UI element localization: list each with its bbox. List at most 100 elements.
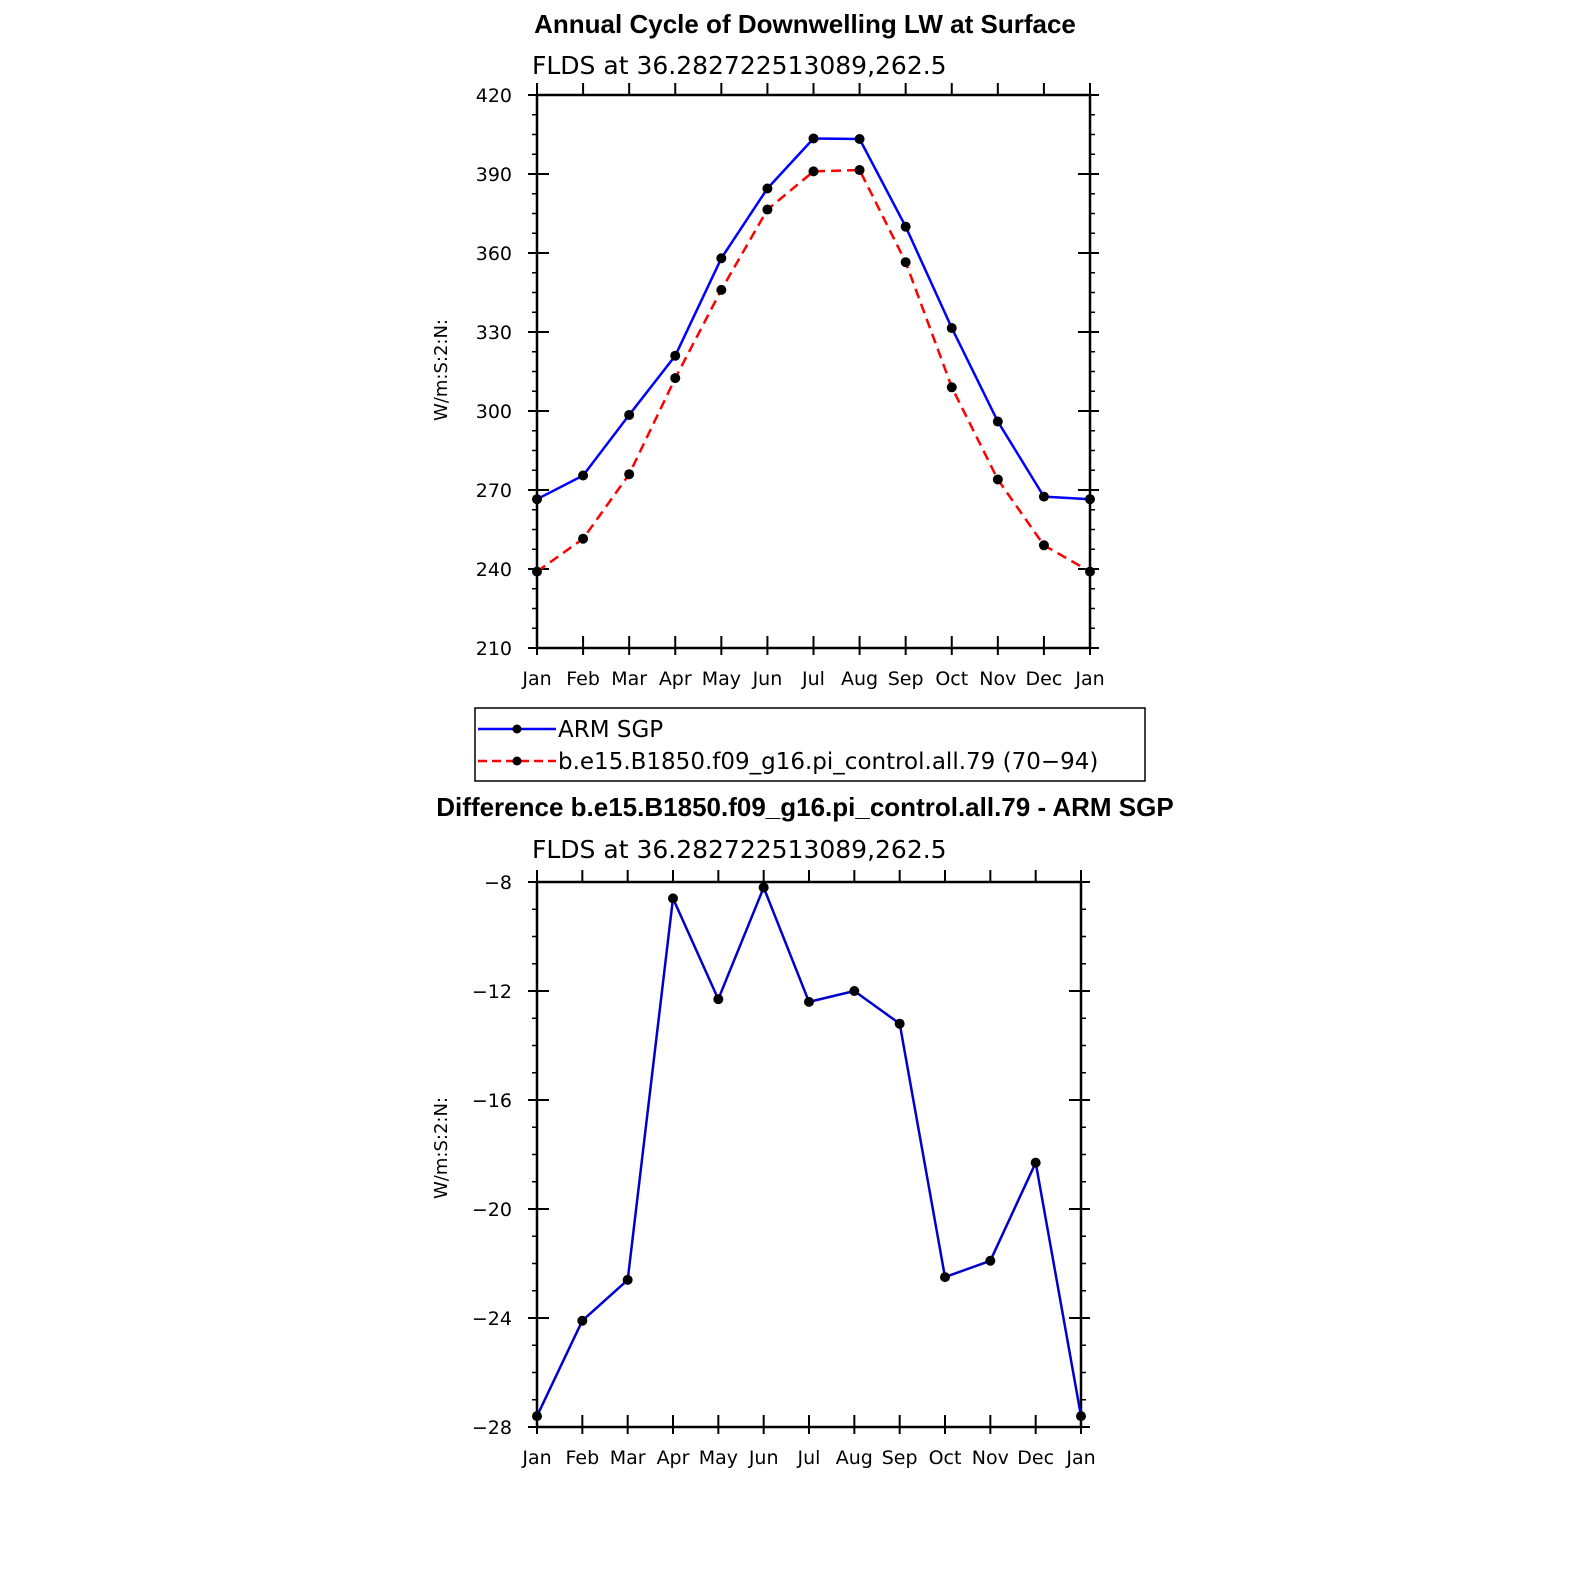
x-tick-label: Dec [1017, 1447, 1054, 1469]
y-tick-label: 420 [476, 85, 512, 107]
x-tick-label: Jan [521, 1447, 551, 1469]
data-point-series-0 [758, 882, 769, 893]
series-line-0 [536, 137, 1091, 501]
y-tick-label: −12 [472, 981, 512, 1003]
data-point-series-1 [1038, 540, 1049, 551]
data-point-series-1 [762, 204, 773, 215]
y-tick-label: 360 [476, 243, 512, 265]
x-tick-label: Nov [972, 1447, 1009, 1469]
data-point-series-1 [900, 257, 911, 268]
y-tick-label: 240 [476, 559, 512, 581]
panel1-series [532, 133, 1095, 577]
data-point-series-1 [624, 469, 635, 480]
x-tick-label: Jul [801, 668, 825, 690]
data-point-series-0 [985, 1255, 996, 1266]
data-point-series-0 [624, 409, 635, 420]
y-tick-label: −16 [472, 1090, 512, 1112]
data-point-series-0 [713, 994, 724, 1005]
x-tick-label: Sep [882, 1447, 918, 1469]
data-point-series-0 [532, 494, 542, 505]
x-tick-label: Jan [521, 668, 551, 690]
annual-cycle-panel: Annual Cycle of Downwelling LW at Surfac… [431, 9, 1105, 690]
data-point-series-0 [1038, 491, 1049, 502]
x-tick-label: Jun [748, 1447, 779, 1469]
x-tick-label: Oct [929, 1447, 962, 1469]
data-point-series-0 [716, 253, 727, 264]
data-point-series-1 [854, 165, 865, 176]
data-point-series-0 [1085, 494, 1095, 505]
data-point-series-0 [670, 350, 681, 361]
data-point-series-0 [532, 1411, 542, 1422]
data-point-series-0 [992, 416, 1003, 427]
data-point-series-0 [1030, 1157, 1041, 1168]
data-point-series-1 [578, 533, 589, 544]
legend-box [474, 707, 1146, 782]
data-point-series-0 [900, 221, 911, 232]
x-tick-label: Nov [979, 668, 1016, 690]
x-tick-label: Dec [1026, 668, 1063, 690]
x-tick-label: Apr [659, 668, 692, 690]
panel1-tick-labels: Jan Feb Mar Apr May Jun Jul Aug Sep Oct Nov Dec Jan 2… [476, 85, 1105, 690]
data-point-series-1 [670, 373, 681, 384]
y-tick-label: −24 [472, 1308, 512, 1330]
series-line-1 [536, 168, 1091, 573]
x-tick-label: Aug [836, 1447, 873, 1469]
series-line-0 [535, 886, 1083, 1417]
x-tick-label: Jan [1065, 1447, 1095, 1469]
panel2-ylabel: W/m:S:2:N: [431, 1097, 452, 1199]
x-tick-label: Jan [1074, 668, 1104, 690]
y-tick-label: −8 [484, 872, 512, 894]
y-tick-label: 210 [476, 638, 512, 660]
data-point-series-0 [762, 183, 773, 194]
panel1-subtitle: FLDS at 36.282722513089,262.5 [532, 51, 947, 80]
legend-marker-arm-sgp [512, 724, 522, 734]
x-tick-label: May [699, 1447, 738, 1469]
x-tick-label: May [702, 668, 741, 690]
y-tick-label: 330 [476, 322, 512, 344]
data-point-series-0 [854, 133, 865, 144]
panel2-series [532, 882, 1086, 1422]
x-tick-label: Oct [935, 668, 968, 690]
legend-label-model: b.e15.B1850.f09_g16.pi_control.all.79 (7… [558, 749, 1098, 775]
data-point-series-0 [578, 470, 589, 481]
data-point-series-0 [849, 986, 860, 996]
data-point-series-0 [940, 1272, 950, 1283]
plot-frame [535, 93, 1092, 650]
y-tick-label: 300 [476, 401, 512, 423]
x-tick-label: Mar [611, 668, 647, 690]
x-tick-label: Apr [657, 1447, 690, 1469]
panel2-title: Difference b.e15.B1850.f09_g16.pi_contro… [436, 792, 1173, 822]
x-tick-label: Feb [566, 1447, 600, 1469]
panel1-ylabel: W/m:S:2:N: [431, 319, 452, 421]
x-tick-label: Aug [841, 668, 878, 690]
panel1-title: Annual Cycle of Downwelling LW at Surfac… [534, 9, 1076, 39]
data-point-series-0 [577, 1315, 588, 1326]
data-point-series-1 [532, 566, 542, 577]
panel2-tick-labels: Jan Feb Mar Apr May Jun Jul Aug Sep Oct Nov Dec Jan−… [472, 872, 1096, 1469]
data-point-series-0 [894, 1018, 905, 1029]
difference-panel: Difference b.e15.B1850.f09_g16.pi_contro… [431, 792, 1174, 1469]
y-tick-label: 270 [476, 480, 512, 502]
panel2-subtitle: FLDS at 36.282722513089,262.5 [532, 835, 947, 864]
data-point-series-1 [946, 382, 957, 393]
panel2-axes [528, 870, 1090, 1434]
y-tick-label: −28 [472, 1417, 512, 1439]
data-point-series-0 [946, 323, 957, 334]
data-point-series-1 [808, 166, 819, 177]
panel1-axes [528, 83, 1099, 655]
data-point-series-1 [716, 284, 727, 295]
x-tick-label: Feb [566, 668, 600, 690]
data-point-series-1 [1085, 566, 1095, 577]
plot-frame [535, 880, 1083, 1429]
y-tick-label: −20 [472, 1199, 512, 1221]
x-tick-label: Jun [752, 668, 783, 690]
data-point-series-0 [1076, 1411, 1086, 1422]
data-point-series-0 [668, 893, 678, 904]
y-tick-label: 390 [476, 164, 512, 186]
legend-marker-model [512, 756, 522, 766]
legend: ARM SGP b.e15.B1850.f09_g16.pi_control.a… [474, 707, 1146, 782]
data-point-series-0 [804, 996, 814, 1007]
x-tick-label: Mar [610, 1447, 646, 1469]
legend-label-arm-sgp: ARM SGP [558, 717, 663, 743]
